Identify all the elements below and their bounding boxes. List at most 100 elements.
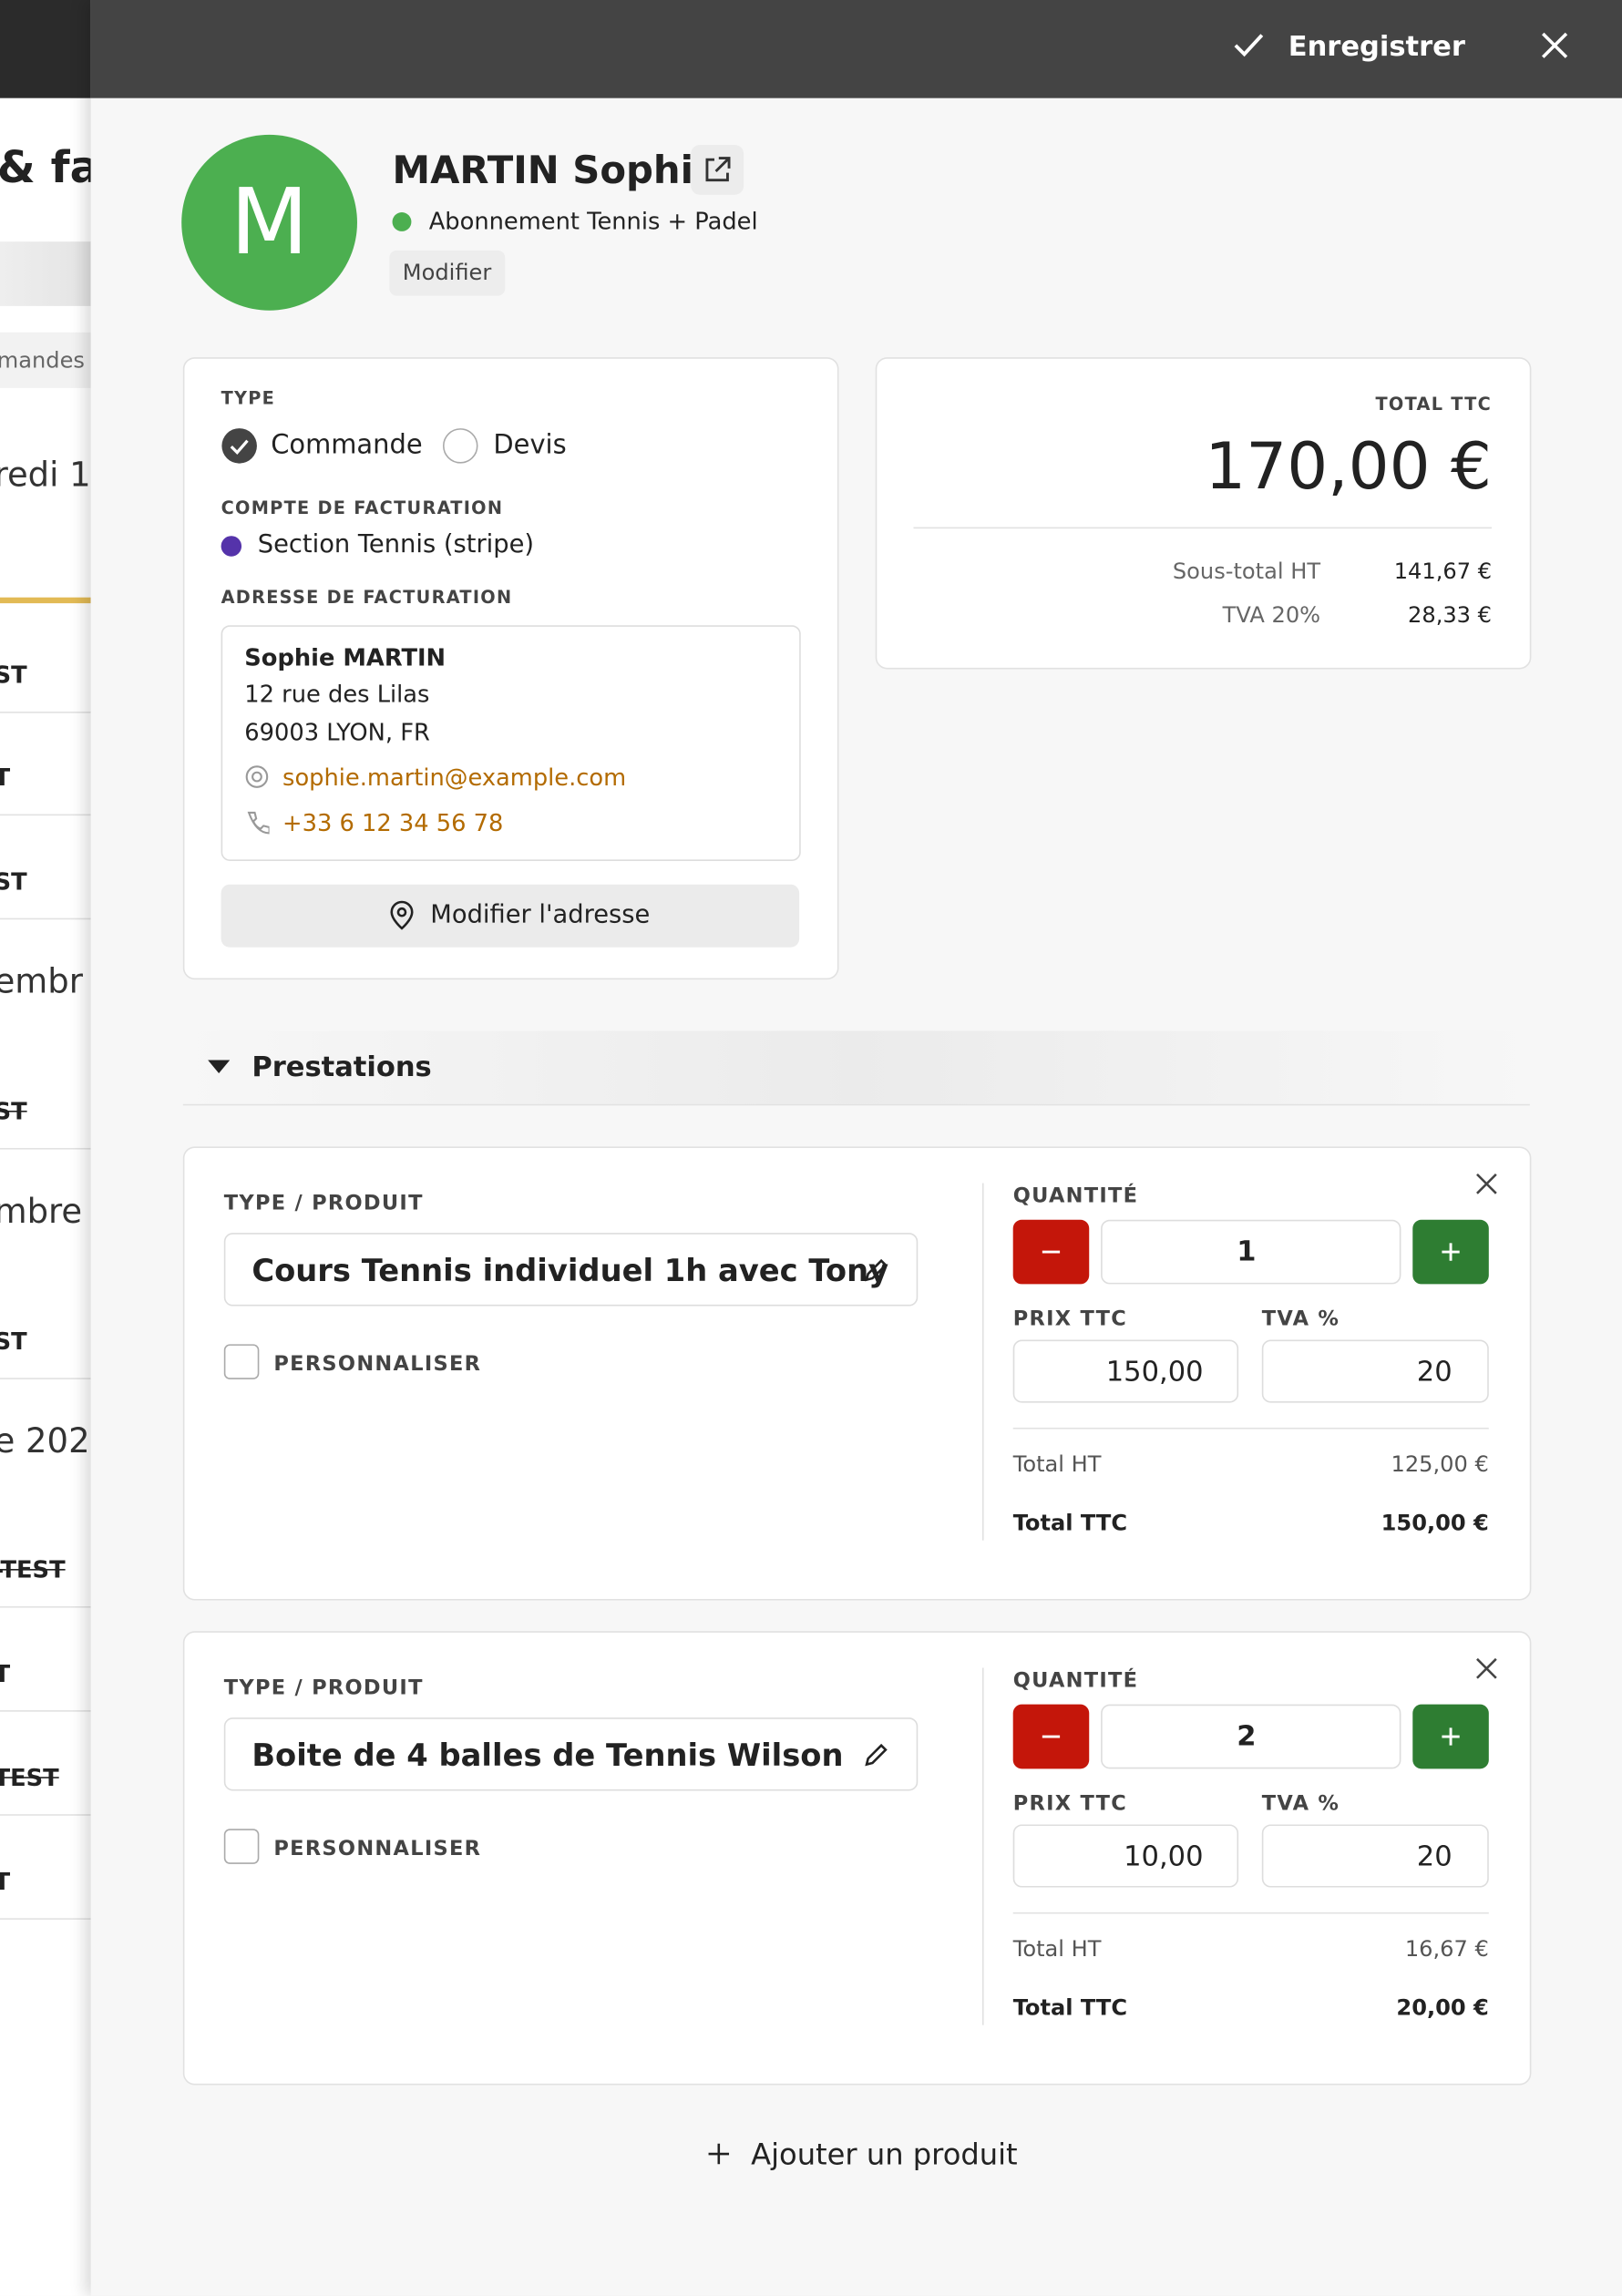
bg-row-line — [0, 1814, 91, 1816]
type-option[interactable]: Commande — [271, 429, 423, 461]
total-ttc-label: Total TTC — [1012, 1509, 1128, 1536]
vat: 28,33 € — [1408, 601, 1493, 629]
bg-item: mbre 2 — [0, 1193, 91, 1232]
check-icon[interactable] — [1233, 29, 1265, 61]
total-ht-label: Total HT — [1012, 1450, 1102, 1478]
section-header[interactable] — [182, 1030, 1530, 1106]
customize: PERSONNALISER — [273, 1837, 482, 1861]
bg-item: e 2026 — [0, 1423, 91, 1461]
subscription: Abonnement Tennis + Padel — [428, 207, 758, 235]
qty: 1 — [1237, 1235, 1257, 1268]
checkbox[interactable] — [223, 1829, 260, 1864]
vat-input[interactable] — [1261, 1824, 1489, 1888]
vat-input[interactable] — [1261, 1339, 1489, 1403]
bg-item: TEST — [0, 1763, 59, 1792]
product: Cours Tennis individuel 1h avec Tony — [252, 1253, 889, 1289]
divider — [1012, 1427, 1489, 1430]
edit-customer[interactable]: Modifier — [389, 250, 505, 296]
minus-button[interactable] — [1012, 1219, 1090, 1285]
bg-tab: mandes — [0, 332, 91, 388]
customer-name: MARTIN Sophie — [392, 149, 720, 194]
close-icon[interactable] — [1540, 31, 1569, 60]
status-dot — [392, 212, 412, 231]
vat-label: TVA % — [1261, 1307, 1340, 1331]
address-street: 12 rue des Lilas — [244, 680, 430, 709]
bg-header — [0, 0, 91, 98]
pin-icon — [390, 900, 414, 930]
bg-item: T — [0, 1660, 10, 1688]
vat: 20 — [1416, 1356, 1453, 1389]
checkbox[interactable] — [223, 1344, 260, 1379]
top-bar — [90, 0, 1622, 98]
address-name: Sophie MARTIN — [244, 643, 447, 671]
qty-input[interactable] — [1101, 1219, 1401, 1285]
product: Boite de 4 balles de Tennis Wilson — [252, 1737, 844, 1774]
at-icon — [245, 765, 269, 788]
bg-row-line — [0, 1147, 91, 1150]
total-ttc-label: Total TTC — [1012, 1994, 1128, 2021]
edit-address-button[interactable] — [221, 884, 800, 948]
totals-card — [875, 357, 1532, 670]
phone-icon — [247, 811, 270, 835]
add-icon[interactable] — [707, 2142, 731, 2166]
qty-label: QUANTITÉ — [1012, 1184, 1139, 1208]
save-button[interactable]: Enregistrer — [1288, 30, 1465, 64]
bg-item: ST — [0, 867, 27, 896]
total: 170,00 € — [1205, 429, 1493, 505]
subtotal-label: Sous-total HT — [1172, 558, 1321, 585]
qty-input[interactable] — [1101, 1704, 1401, 1769]
product-input[interactable] — [223, 1233, 919, 1307]
edit-icon[interactable] — [862, 1256, 890, 1285]
price: 10,00 — [1124, 1840, 1204, 1873]
bg-row-line — [0, 1378, 91, 1379]
bg-item: ST — [0, 1097, 27, 1126]
address-box — [221, 625, 801, 861]
collapse-icon[interactable] — [208, 1060, 231, 1075]
bg-item: T — [0, 1868, 10, 1896]
add-product[interactable]: Ajouter un produit — [751, 2136, 1018, 2172]
remove-icon[interactable] — [1475, 1173, 1497, 1194]
price-input[interactable] — [1012, 1824, 1239, 1888]
external-link[interactable] — [691, 145, 744, 195]
radio[interactable] — [442, 427, 478, 464]
divider — [913, 527, 1493, 529]
type-option[interactable]: Devis — [493, 429, 567, 461]
bg-item: ST — [0, 1327, 27, 1356]
edit-icon[interactable] — [862, 1741, 890, 1769]
edit-address[interactable]: Modifier l'adresse — [430, 900, 651, 930]
bg-row-line — [0, 1918, 91, 1920]
avatar: M — [181, 134, 357, 311]
bg-row-line — [0, 1710, 91, 1712]
divider — [981, 1183, 984, 1541]
account-label: COMPTE DE FACTURATION — [221, 497, 504, 518]
product-input[interactable] — [223, 1717, 919, 1791]
qty: 2 — [1237, 1720, 1257, 1753]
plus-button[interactable] — [1412, 1219, 1489, 1285]
radio-checked[interactable] — [221, 427, 258, 464]
bg-title: & fac — [0, 142, 91, 194]
background-list: & fac mandes redi 11 ST T ST embr ST mbre 2 ST e… — [0, 0, 91, 2296]
plus-button[interactable] — [1412, 1704, 1489, 1769]
bg-bar — [0, 241, 91, 306]
address-phone[interactable]: +33 6 12 34 56 78 — [282, 808, 504, 837]
address-label: ADRESSE DE FACTURATION — [221, 587, 513, 608]
minus-button[interactable] — [1012, 1704, 1090, 1769]
total-ht-label: Total HT — [1012, 1935, 1102, 1963]
total-ht: 125,00 € — [1391, 1450, 1489, 1478]
divider — [1012, 1912, 1489, 1914]
qty-label: QUANTITÉ — [1012, 1669, 1139, 1693]
bg-item: T — [0, 764, 10, 792]
bg-accent — [0, 597, 91, 604]
account: Section Tennis (stripe) — [257, 529, 535, 559]
bg-row-line — [0, 712, 91, 713]
product-label: TYPE / PRODUIT — [223, 1676, 424, 1700]
bg-row-line — [0, 814, 91, 816]
subtotal: 141,67 € — [1393, 558, 1493, 585]
remove-icon[interactable] — [1475, 1657, 1497, 1679]
address-email[interactable]: sophie.martin@example.com — [282, 764, 627, 792]
total-ttc: 20,00 € — [1396, 1994, 1489, 2021]
total-ttc: 150,00 € — [1381, 1509, 1489, 1536]
price-input[interactable] — [1012, 1339, 1239, 1403]
